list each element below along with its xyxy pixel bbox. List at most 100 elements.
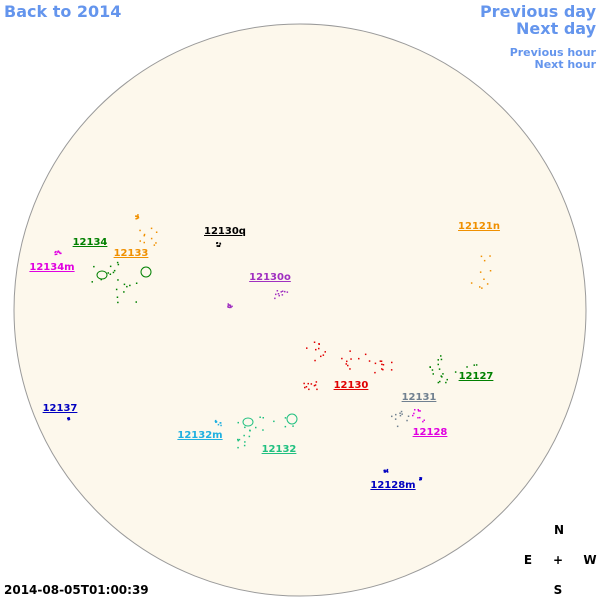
region-label[interactable]: 12137 xyxy=(43,403,78,414)
sunspot xyxy=(153,244,156,246)
sunspot xyxy=(278,294,280,297)
sunspot xyxy=(341,357,343,360)
sunspot xyxy=(123,283,126,286)
sunspot xyxy=(117,279,119,281)
region-label[interactable]: 12134m xyxy=(29,262,74,273)
sunspot xyxy=(483,278,485,280)
sunspot-penumbra xyxy=(286,413,298,425)
sunspot xyxy=(431,369,434,371)
sunspot xyxy=(59,252,61,255)
sunspot xyxy=(55,253,58,255)
sunspot xyxy=(248,435,251,438)
sunspot xyxy=(56,251,59,253)
sunspot xyxy=(273,420,275,423)
sunspot xyxy=(413,412,415,415)
region-label[interactable]: 12132m xyxy=(177,430,222,441)
sunspot xyxy=(314,384,317,386)
region-label[interactable]: 12121n xyxy=(458,221,500,232)
sunspot xyxy=(54,253,57,256)
sunspot xyxy=(54,251,56,254)
sunspot xyxy=(58,251,61,254)
timestamp: 2014-08-05T01:00:39 xyxy=(4,583,149,597)
next-day-link[interactable]: Next day xyxy=(516,19,597,38)
region-label[interactable]: 12130o xyxy=(249,272,291,283)
sunspot xyxy=(350,358,352,360)
sunspot xyxy=(280,291,282,293)
sunspot xyxy=(113,269,116,272)
previous-day-link[interactable]: Previous day xyxy=(480,2,597,21)
sunspot xyxy=(117,263,120,266)
sunspot xyxy=(479,286,481,288)
sunspot xyxy=(129,284,131,287)
sunspot xyxy=(379,360,382,362)
sunspot xyxy=(68,418,70,420)
region-label[interactable]: 12128m xyxy=(370,480,415,491)
sunspot-penumbra xyxy=(242,417,254,427)
compass-center: + xyxy=(553,553,563,567)
sunspot xyxy=(466,366,468,368)
sunspot xyxy=(383,469,385,472)
sunspot xyxy=(439,380,441,383)
back-link[interactable]: Back to 2014 xyxy=(4,2,121,21)
sunspot xyxy=(139,229,141,232)
sunspot xyxy=(419,410,421,412)
sunspot xyxy=(237,421,239,424)
sunspot xyxy=(470,282,473,284)
sunspot xyxy=(215,419,217,422)
sunspot xyxy=(364,353,367,356)
sunspot xyxy=(310,383,313,385)
sunspot xyxy=(305,386,308,388)
sunspot xyxy=(218,245,220,247)
sunspot xyxy=(155,242,157,244)
compass-west: W xyxy=(583,553,596,567)
sunspot xyxy=(244,441,246,443)
sunspot xyxy=(384,469,386,471)
sunspot xyxy=(306,347,308,349)
sunspot xyxy=(109,273,112,275)
sunspot xyxy=(135,282,138,284)
region-label[interactable]: 12128 xyxy=(413,427,448,438)
sunspot xyxy=(318,347,320,350)
sunspot xyxy=(281,294,284,296)
sunspot xyxy=(217,423,220,426)
sunspot xyxy=(390,369,393,371)
sunspot xyxy=(237,438,239,441)
sunspot xyxy=(100,278,102,281)
sunspot xyxy=(347,364,349,367)
previous-hour-link[interactable]: Previous hour xyxy=(510,46,597,59)
sunspot xyxy=(284,290,286,293)
sunspot xyxy=(123,291,125,293)
sunspot xyxy=(473,364,475,366)
sunspot xyxy=(391,415,393,418)
next-hour-link[interactable]: Next hour xyxy=(535,58,597,71)
compass-north: N xyxy=(554,523,564,537)
region-label[interactable]: 12133 xyxy=(114,248,149,259)
sunspot xyxy=(219,422,221,424)
sunspot xyxy=(381,363,383,366)
sunspot xyxy=(442,373,444,375)
sunspot xyxy=(386,470,389,473)
sunspot xyxy=(454,371,457,373)
region-label[interactable]: 12130 xyxy=(334,380,369,391)
sunspot xyxy=(429,366,431,368)
sunspot xyxy=(420,478,422,481)
region-label[interactable]: 12132 xyxy=(262,444,297,455)
sunspot xyxy=(262,417,264,419)
sunspot xyxy=(374,371,376,374)
region-label[interactable]: 12127 xyxy=(459,371,494,382)
sunspot xyxy=(57,250,60,252)
sunspot xyxy=(67,417,69,420)
sunspot xyxy=(249,430,251,432)
sunspot xyxy=(292,425,294,427)
sunspot xyxy=(422,420,424,423)
sunspot xyxy=(412,414,414,417)
region-label[interactable]: 12130q xyxy=(204,226,246,237)
sunspot xyxy=(437,381,440,384)
region-label[interactable]: 12134 xyxy=(73,237,108,248)
sunspot xyxy=(116,261,119,264)
sunspot xyxy=(286,291,289,293)
region-label[interactable]: 12131 xyxy=(402,392,437,403)
sunspot xyxy=(380,360,383,362)
